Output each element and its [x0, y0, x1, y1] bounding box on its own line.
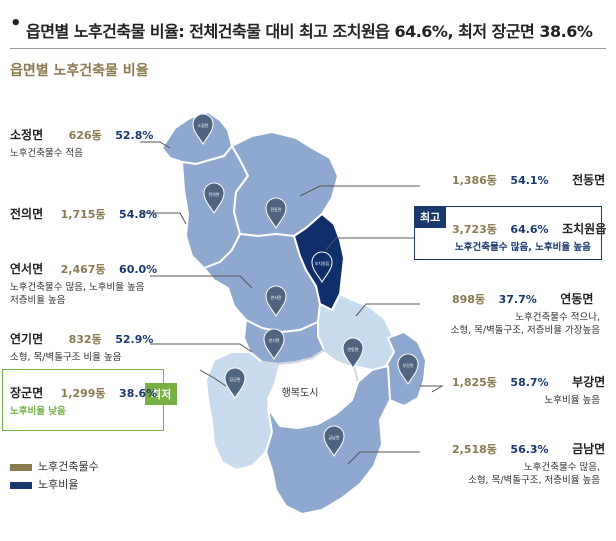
- legend-label: 노후비율: [38, 478, 79, 491]
- label-jeonui: 전의면 1,715동 54.8%: [10, 205, 157, 222]
- aged-ratio: 58.7%: [510, 376, 549, 389]
- page-title: 읍면별 노후건축물 비율: 전체건축물 대비 최고 조치원읍 64.6%, 최저…: [26, 22, 593, 41]
- region-name: 전동면: [572, 173, 606, 187]
- map-pin-icon: 장군면: [224, 367, 246, 399]
- aged-ratio: 52.9%: [115, 333, 154, 346]
- label-yeondong: 898동 37.7% 연동면: [452, 290, 593, 307]
- worst-tag: 최저: [145, 383, 178, 405]
- aged-ratio: 54.8%: [119, 208, 158, 221]
- desc-geumnam: 노후건축물수 많음, 소형, 목/벽돌구조, 저층비율 높음: [468, 461, 600, 487]
- region-name: 연서면: [10, 262, 44, 276]
- building-count: 1,299동: [60, 387, 106, 400]
- desc-line: 노후건축물수 적음: [10, 148, 83, 159]
- desc-line: 소형, 목/벽돌구조, 저층비율 높음: [468, 475, 600, 486]
- desc-line: 노후비율 낮음: [10, 406, 66, 417]
- aged-ratio: 37.7%: [498, 293, 537, 306]
- region-name: 장군면: [10, 386, 44, 400]
- pin-label: 소정면: [197, 122, 208, 128]
- best-tag: 최고: [414, 206, 447, 228]
- building-count: 832동: [68, 333, 102, 346]
- pin-label: 조치원읍: [315, 260, 330, 266]
- map-pin-icon: 소정면: [192, 113, 214, 145]
- map-pin-icon: 부강면: [397, 353, 419, 385]
- building-count: 2,467동: [60, 263, 106, 276]
- pin-label: 전의면: [208, 191, 219, 197]
- desc-line: 노후비율 높음: [544, 395, 600, 406]
- map-subtitle: 읍면별 노후건축물 비율: [10, 63, 149, 79]
- pin-label: 장군면: [229, 376, 240, 382]
- building-count: 1,386동: [452, 174, 497, 187]
- aged-ratio: 52.8%: [115, 129, 154, 142]
- region-name: 부강면: [572, 375, 606, 389]
- building-count: 1,715동: [60, 208, 106, 221]
- region-name: 연동면: [560, 292, 594, 306]
- map-pin-icon: 금남면: [323, 425, 345, 457]
- pin-label: 연기면: [268, 337, 279, 343]
- desc-line: 노후건축물수 많음, 노후비율 높음: [455, 242, 591, 253]
- building-count: 1,825동: [452, 376, 497, 389]
- desc-line: 노후건축물수 많음, 노후비율 높음: [10, 282, 145, 293]
- map-pin-icon: 전의면: [203, 182, 225, 214]
- region-name: 연기면: [10, 332, 44, 346]
- desc-jochiwon: 노후건축물수 많음, 노후비율 높음: [455, 241, 591, 254]
- legend-swatch: [10, 463, 32, 471]
- label-yeonseo: 연서면 2,467동 60.0%: [10, 260, 157, 277]
- pin-label: 부강면: [402, 362, 413, 368]
- map-pin-icon: 전동면: [265, 197, 287, 229]
- pin-label: 금남면: [328, 434, 339, 440]
- label-janggun: 장군면 1,299동 38.6%: [10, 384, 157, 401]
- label-bugang: 1,825동 58.7% 부강면: [452, 373, 605, 390]
- legend-swatch: [10, 481, 32, 489]
- region-name: 금남면: [572, 442, 606, 456]
- page-header: • 읍면별 노후건축물 비율: 전체건축물 대비 최고 조치원읍 64.6%, …: [10, 8, 606, 49]
- desc-yeondong: 노후건축물수 적으나, 소형, 목/벽돌구조, 저층비율 가장높음: [451, 311, 600, 337]
- desc-janggun: 노후비율 낮음: [10, 405, 66, 418]
- best-highlight-box: [414, 206, 602, 260]
- building-count: 626동: [68, 129, 102, 142]
- legend-label: 노후건축물수: [38, 460, 99, 473]
- aged-ratio: 56.3%: [510, 443, 549, 456]
- region-name: 전의면: [10, 207, 44, 221]
- label-jeondong: 1,386동 54.1% 전동면: [452, 171, 605, 188]
- pin-label: 연동면: [347, 346, 358, 352]
- building-count: 898동: [452, 293, 486, 306]
- map-pin-icon: 연동면: [342, 337, 364, 369]
- desc-sojeong: 노후건축물수 적음: [10, 147, 83, 160]
- label-sojeong: 소정면 626동 52.8%: [10, 126, 153, 143]
- building-count: 2,518동: [452, 443, 497, 456]
- map-pin-icon: 연기면: [263, 328, 285, 360]
- desc-line: 소형, 목/벽돌구조, 저층비율 가장높음: [450, 325, 600, 336]
- building-count: 3,723동: [452, 223, 497, 236]
- bullet: •: [10, 13, 22, 34]
- aged-ratio: 54.1%: [510, 174, 549, 187]
- map-pin-icon: 조치원읍: [311, 251, 333, 283]
- worst-highlight-box: [2, 369, 164, 431]
- aged-ratio: 64.6%: [510, 223, 549, 236]
- aged-ratio: 60.0%: [119, 263, 158, 276]
- desc-line: 노후건축물수 많음,: [524, 462, 600, 473]
- legend-item-ratio: 노후비율: [10, 476, 78, 492]
- label-geumnam: 2,518동 56.3% 금남면: [452, 440, 605, 457]
- desc-line: 저층비율 높음: [10, 295, 66, 306]
- region-name: 조치원읍: [562, 222, 607, 236]
- label-jochiwon: 3,723동 64.6% 조치원읍: [452, 220, 606, 237]
- desc-line: 소형, 목/벽돌구조 비율 높음: [10, 352, 122, 363]
- aged-ratio: 38.6%: [119, 387, 158, 400]
- desc-bugang: 노후비율 높음: [545, 394, 600, 407]
- label-yeongi: 연기면 832동 52.9%: [10, 330, 153, 347]
- legend-item-count: 노후건축물수: [10, 458, 99, 474]
- desc-yeonseo: 노후건축물수 많음, 노후비율 높음 저층비율 높음: [10, 281, 144, 307]
- pin-label: 전동면: [270, 206, 281, 212]
- desc-yeongi: 소형, 목/벽돌구조 비율 높음: [10, 351, 121, 364]
- pin-label: 연서면: [270, 294, 281, 300]
- center-city-label: 행복도시: [282, 387, 319, 399]
- map-pin-icon: 연서면: [265, 285, 287, 317]
- region-name: 소정면: [10, 128, 44, 142]
- desc-line: 노후건축물수 적으나,: [515, 312, 600, 323]
